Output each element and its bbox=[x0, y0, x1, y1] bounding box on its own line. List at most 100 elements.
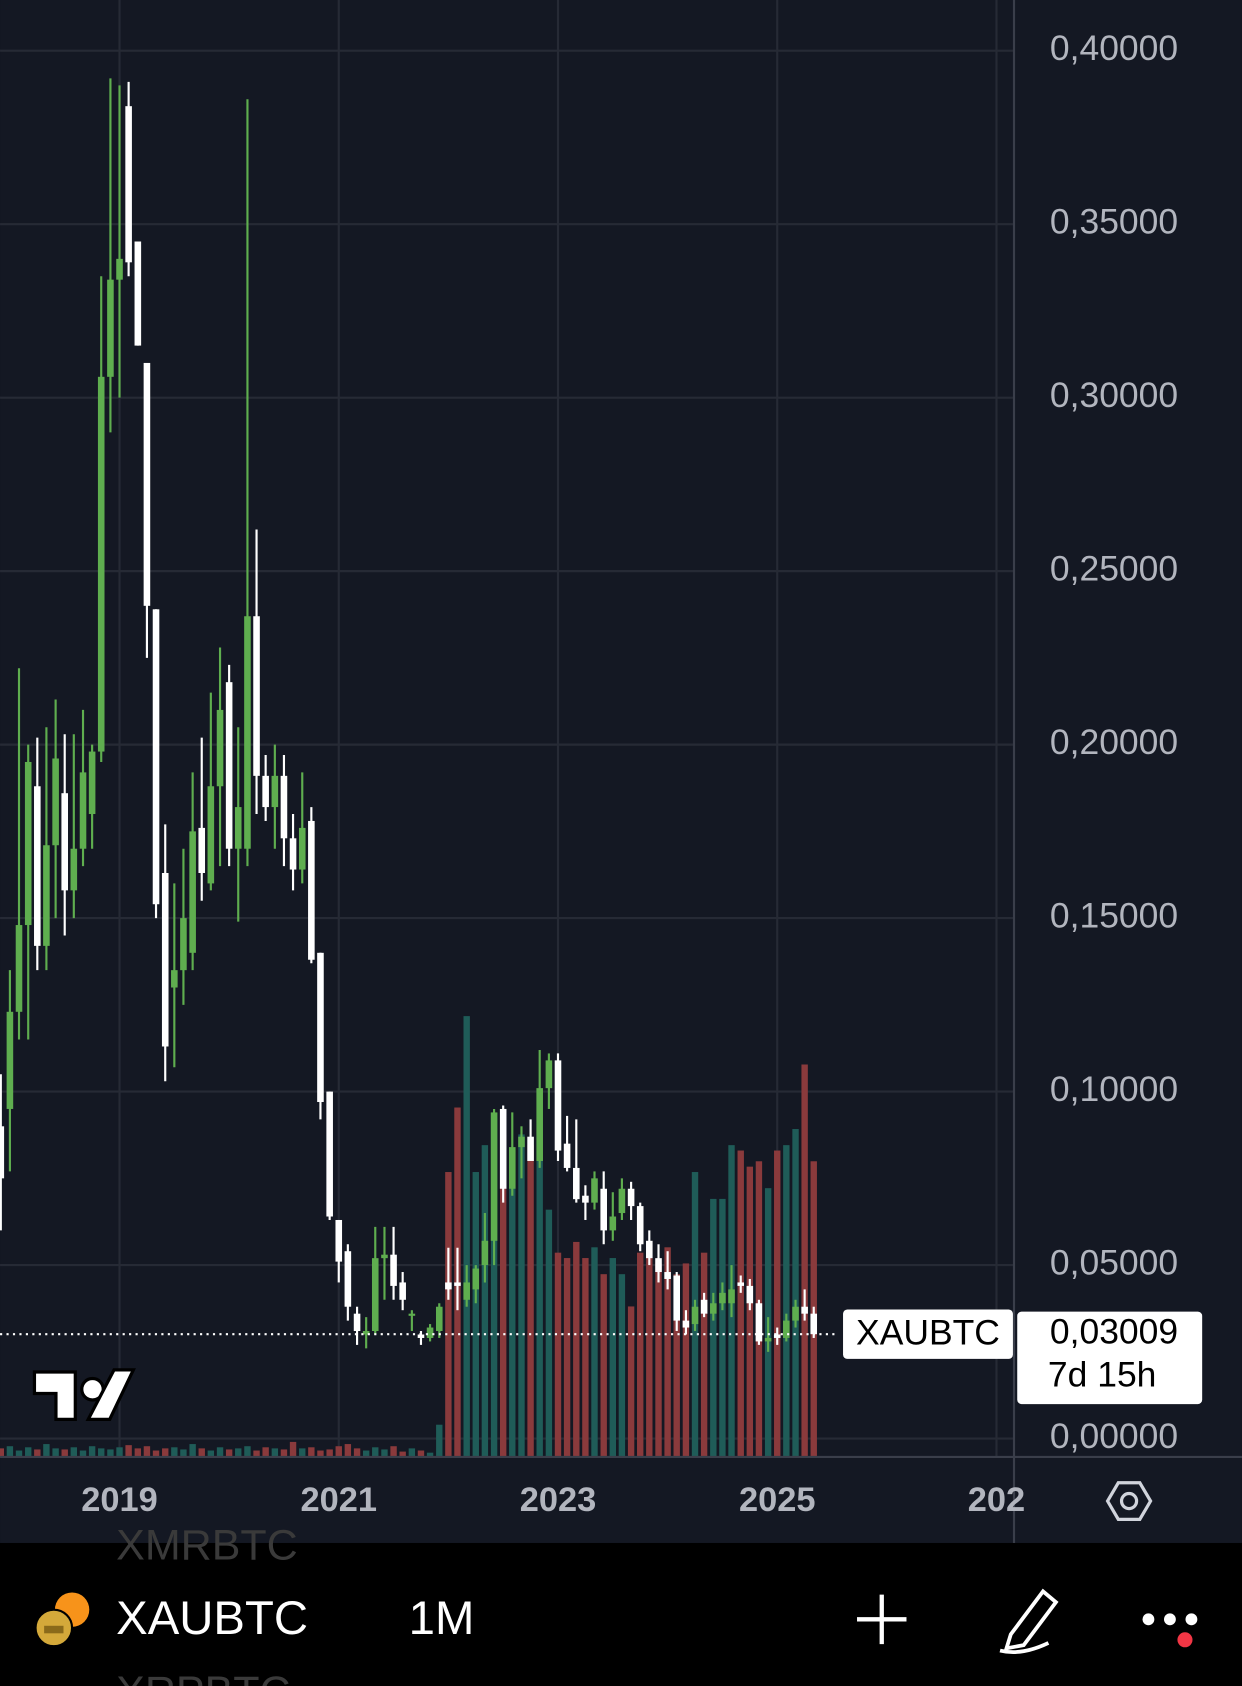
volume-bar bbox=[417, 1450, 425, 1457]
candle-body bbox=[810, 1313, 818, 1335]
candle-body bbox=[289, 838, 297, 870]
draw-button[interactable] bbox=[999, 1588, 1059, 1654]
y-tick-label: 0,20000 bbox=[1050, 722, 1178, 762]
volume-bar bbox=[280, 1449, 288, 1457]
candle-body bbox=[97, 376, 105, 752]
candle-body bbox=[371, 1258, 379, 1332]
volume-bar bbox=[235, 1448, 242, 1457]
volume-bar bbox=[25, 1447, 32, 1457]
volume-bar bbox=[143, 1446, 151, 1457]
volume-bar bbox=[353, 1448, 361, 1457]
volume-bar bbox=[637, 1252, 644, 1457]
candle-body bbox=[317, 952, 324, 1103]
candle-body bbox=[463, 1282, 470, 1300]
candle-body bbox=[335, 1219, 343, 1262]
watchlist-item[interactable]: XMRBTC bbox=[116, 1522, 298, 1570]
more-button[interactable] bbox=[1142, 1613, 1198, 1648]
volume-bar bbox=[207, 1450, 215, 1457]
volume-bar bbox=[171, 1447, 178, 1457]
volume-bar bbox=[509, 1166, 516, 1457]
settings-button[interactable] bbox=[1105, 1481, 1153, 1521]
candle-body bbox=[728, 1289, 735, 1304]
candle-body bbox=[52, 758, 59, 846]
volume-bar bbox=[445, 1172, 452, 1457]
volume-bar bbox=[801, 1064, 808, 1457]
candle-body bbox=[737, 1282, 745, 1286]
candle-body bbox=[636, 1206, 644, 1245]
volume-bar bbox=[6, 1446, 14, 1457]
y-tick-label: 0,30000 bbox=[1050, 375, 1178, 415]
volume-bar bbox=[664, 1247, 671, 1457]
candle-body bbox=[381, 1254, 388, 1259]
candle-body bbox=[792, 1306, 799, 1321]
candle-body bbox=[435, 1306, 443, 1332]
candle-body bbox=[79, 772, 87, 849]
candle-body bbox=[545, 1060, 553, 1089]
plot-area bbox=[0, 78, 839, 1457]
x-tick-label: 202 bbox=[968, 1481, 1025, 1519]
candle-body bbox=[143, 362, 151, 606]
volume-bar bbox=[554, 1252, 562, 1457]
volume-bar bbox=[253, 1450, 260, 1457]
symbol-button[interactable]: XAUBTC bbox=[116, 1592, 308, 1645]
y-tick-label: 0,05000 bbox=[1050, 1242, 1178, 1282]
candle-body bbox=[490, 1112, 498, 1241]
candle-body bbox=[134, 241, 142, 346]
candle-body bbox=[655, 1258, 662, 1273]
last-price-label: 0,03009 bbox=[1050, 1312, 1178, 1352]
candle-body bbox=[344, 1251, 352, 1307]
candle-body bbox=[399, 1282, 406, 1300]
candle-body bbox=[682, 1320, 690, 1328]
volume-bar bbox=[582, 1258, 589, 1457]
volume-bar bbox=[609, 1258, 617, 1457]
candle-body bbox=[746, 1285, 754, 1304]
candle-body bbox=[326, 1091, 333, 1217]
candle-body bbox=[216, 709, 224, 787]
candle-body bbox=[70, 848, 78, 891]
interval-button[interactable]: 1M bbox=[409, 1592, 475, 1645]
candle-body bbox=[161, 873, 169, 1047]
volume-bar bbox=[490, 1112, 498, 1457]
add-button[interactable] bbox=[857, 1594, 907, 1645]
volume-bar bbox=[98, 1448, 105, 1457]
candle-body bbox=[152, 609, 160, 905]
candle-body bbox=[198, 827, 206, 874]
volume-bar bbox=[710, 1198, 717, 1457]
symbol-tag-label: XAUBTC bbox=[856, 1313, 1000, 1353]
volume-bar bbox=[655, 1263, 662, 1457]
watchlist-item[interactable]: XRPBTC bbox=[116, 1668, 290, 1686]
volume-bar bbox=[79, 1450, 87, 1457]
y-tick-label: 0,35000 bbox=[1050, 202, 1178, 242]
volume-bar bbox=[61, 1449, 68, 1457]
volume-bar bbox=[737, 1150, 744, 1457]
volume-bar bbox=[180, 1449, 187, 1457]
candle-body bbox=[618, 1188, 626, 1214]
volume-bar bbox=[682, 1263, 690, 1457]
symbol-icon bbox=[34, 1592, 90, 1648]
volume-bar bbox=[399, 1451, 406, 1457]
candle-body bbox=[609, 1216, 617, 1231]
volume-bar bbox=[746, 1166, 754, 1457]
candle-body bbox=[573, 1167, 580, 1200]
volume-bar bbox=[271, 1448, 279, 1457]
volume-bar bbox=[116, 1447, 123, 1457]
x-tick-label: 2019 bbox=[81, 1481, 158, 1519]
candle-body bbox=[563, 1143, 571, 1168]
last-price-tag bbox=[1017, 1311, 1203, 1405]
volume-bar bbox=[362, 1450, 370, 1457]
y-tick-label: 0,40000 bbox=[1050, 28, 1178, 68]
candle-body bbox=[445, 1282, 452, 1290]
volume-bar bbox=[15, 1450, 23, 1457]
volume-bar bbox=[125, 1445, 132, 1457]
candle-body bbox=[6, 1011, 14, 1109]
volume-bar bbox=[700, 1252, 708, 1457]
candle-body bbox=[189, 831, 196, 953]
candle-body bbox=[408, 1313, 416, 1316]
volume-bar bbox=[563, 1258, 571, 1457]
candle-body bbox=[234, 807, 242, 849]
y-tick-label: 0,10000 bbox=[1050, 1069, 1178, 1109]
candle-body bbox=[24, 761, 32, 926]
candle-body bbox=[700, 1299, 708, 1314]
candle-body bbox=[710, 1303, 717, 1314]
volume-bar bbox=[673, 1274, 680, 1457]
